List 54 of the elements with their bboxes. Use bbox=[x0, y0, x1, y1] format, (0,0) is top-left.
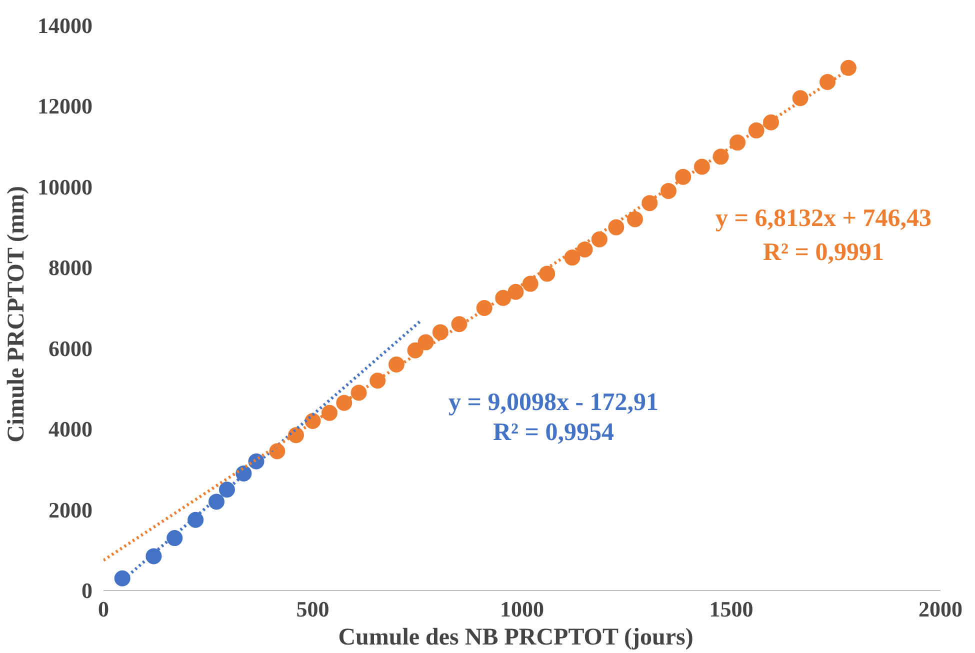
point bbox=[539, 266, 556, 282]
point bbox=[792, 90, 808, 106]
y-tick-label: 12000 bbox=[38, 94, 92, 119]
point bbox=[321, 404, 338, 421]
point bbox=[591, 231, 608, 248]
annotation: R² = 0,9954 bbox=[492, 419, 615, 446]
point bbox=[370, 372, 386, 389]
point bbox=[820, 74, 836, 90]
y-tick-label: 6000 bbox=[48, 336, 92, 361]
point bbox=[508, 284, 524, 300]
y-tick-label: 2000 bbox=[48, 497, 92, 522]
point bbox=[675, 168, 692, 185]
point bbox=[146, 548, 162, 564]
y-tick-label: 0 bbox=[82, 578, 92, 603]
point bbox=[840, 60, 856, 76]
point bbox=[451, 316, 468, 332]
y-axis-title: Cimule PRCPTOT (mm) bbox=[4, 186, 30, 442]
point bbox=[336, 394, 352, 411]
point bbox=[730, 134, 746, 151]
y-tick-label: 8000 bbox=[48, 255, 92, 280]
point bbox=[748, 122, 764, 138]
point bbox=[564, 250, 580, 266]
annotation: R² = 0,9991 bbox=[762, 239, 884, 266]
point bbox=[350, 384, 367, 401]
point bbox=[218, 482, 235, 498]
x-tick-label: 2000 bbox=[918, 596, 962, 622]
y-tick-label: 10000 bbox=[38, 174, 92, 200]
point bbox=[114, 570, 130, 586]
annotation: y = 9,0098x - 172,91 bbox=[448, 389, 659, 416]
point bbox=[763, 114, 780, 130]
annotation: y = 6,8132x + 746,43 bbox=[716, 205, 932, 232]
point bbox=[642, 195, 658, 212]
point bbox=[576, 241, 593, 258]
y-tick-label: 4000 bbox=[48, 416, 92, 442]
y-tick-label: 14000 bbox=[38, 13, 92, 38]
x-tick-label: 0 bbox=[98, 596, 109, 622]
point bbox=[522, 276, 538, 292]
point bbox=[608, 219, 624, 236]
point bbox=[166, 530, 183, 546]
point bbox=[188, 512, 204, 528]
point bbox=[432, 324, 448, 340]
point bbox=[208, 494, 224, 510]
point bbox=[694, 158, 710, 175]
x-tick-label: 1000 bbox=[500, 596, 544, 622]
point bbox=[712, 148, 729, 165]
x-axis-title: Cumule des NB PRCPTOT (jours) bbox=[338, 624, 694, 650]
point bbox=[269, 443, 286, 460]
point bbox=[388, 356, 404, 372]
point bbox=[660, 182, 676, 199]
point bbox=[476, 300, 492, 316]
x-tick-label: 1500 bbox=[709, 596, 754, 622]
x-tick-label: 500 bbox=[296, 596, 330, 622]
point bbox=[626, 211, 643, 228]
point bbox=[418, 334, 434, 350]
